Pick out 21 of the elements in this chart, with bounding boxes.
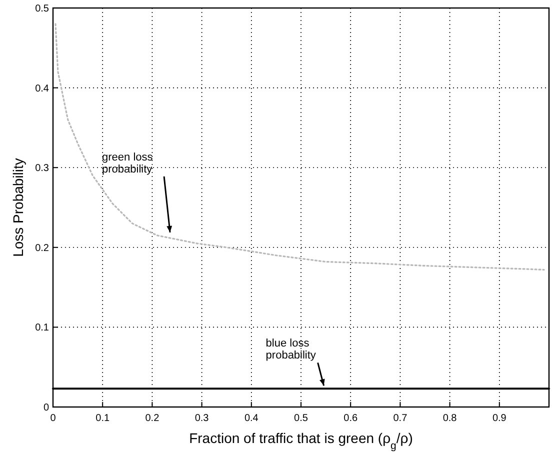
- x-tick-label: 0.3: [194, 413, 210, 424]
- x-tick-label: 0: [50, 413, 56, 424]
- x-tick-label: 0.8: [442, 413, 458, 424]
- x-axis-title: Fraction of traffic that is green (ρ$_{g}$/ρ): [189, 430, 413, 452]
- x-tick-label: 0.7: [393, 413, 408, 424]
- y-tick-label: 0.3: [35, 163, 50, 174]
- line-series: [54, 23, 545, 271]
- annotation: blue loss probability: [266, 338, 316, 362]
- y-tick-label: 0: [43, 402, 50, 414]
- x-tick-label: 0.4: [244, 413, 259, 424]
- y-tick-label: 0.4: [35, 83, 50, 94]
- x-tick-label: 0.9: [492, 413, 507, 424]
- y-tick-label: 0.1: [35, 322, 50, 334]
- y-tick-label: 0.2: [35, 242, 50, 254]
- x-tick-label: 0.5: [294, 413, 308, 424]
- x-tick-label: 0.1: [96, 413, 110, 424]
- x-tick-label: 0.2: [145, 413, 160, 424]
- y-tick-label: 0.5: [35, 4, 50, 14]
- x-tick-label: 0.6: [344, 413, 358, 424]
- y-axis-title: Loss Probability: [10, 158, 26, 257]
- annotation: green loss probability: [102, 151, 154, 176]
